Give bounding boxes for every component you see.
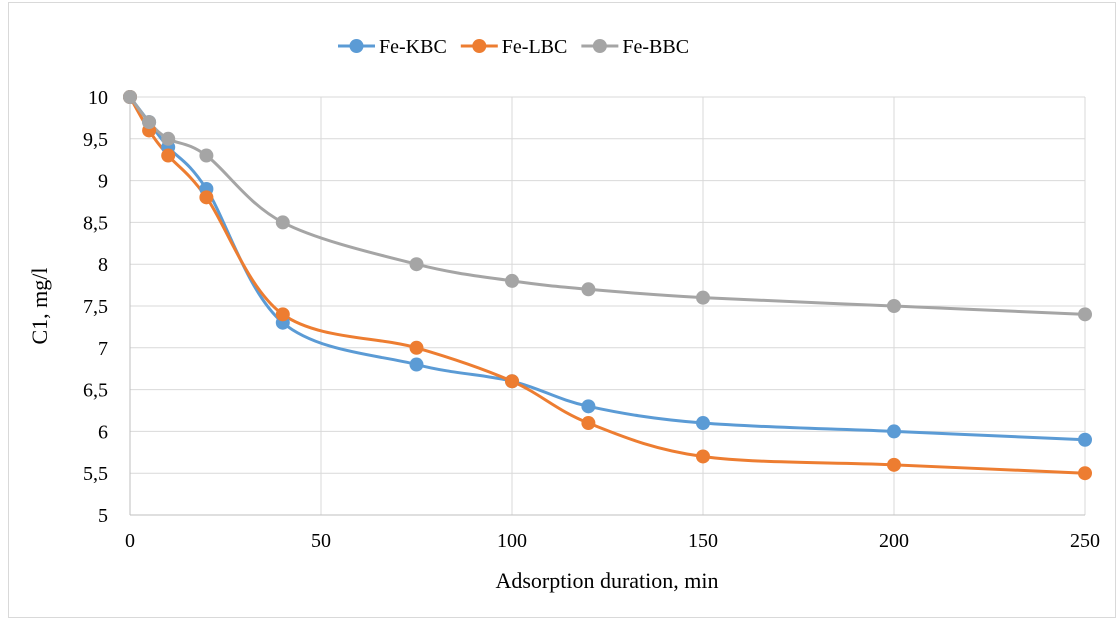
axes	[129, 97, 1085, 516]
y-tick-label: 7,5	[83, 296, 108, 318]
series-line-fe-lbc	[128, 96, 1086, 475]
y-tick-label: 9	[98, 171, 108, 193]
series-lines	[128, 96, 1086, 475]
data-point-fe-bbc	[581, 282, 596, 297]
data-point-fe-kbc	[409, 357, 424, 372]
x-tick-label: 250	[1070, 530, 1100, 552]
y-tick-label: 6,5	[83, 380, 108, 402]
data-point-fe-bbc	[696, 290, 710, 305]
data-point-fe-bbc	[275, 215, 290, 230]
data-point-fe-lbc	[887, 457, 901, 472]
data-point-fe-kbc	[581, 399, 596, 414]
data-point-fe-bbc	[199, 148, 214, 163]
data-point-fe-kbc	[1078, 432, 1092, 447]
data-point-fe-kbc	[696, 416, 710, 431]
x-tick-label: 200	[879, 530, 909, 552]
data-point-fe-bbc	[142, 115, 157, 130]
legend-item-fe-bbc: Fe-BBC	[581, 36, 689, 58]
data-point-fe-lbc	[275, 307, 290, 322]
y-tick-label: 7	[98, 338, 108, 360]
data-point-fe-lbc	[199, 190, 214, 205]
legend-item-fe-lbc: Fe-LBC	[460, 36, 568, 58]
y-axis-title: C1, mg/l	[27, 267, 52, 344]
series-markers	[123, 90, 1092, 481]
data-point-fe-bbc	[1078, 307, 1092, 322]
x-tick-label: 50	[311, 530, 331, 552]
y-tick-label: 5	[98, 505, 108, 527]
y-tick-label: 9,5	[83, 129, 108, 151]
y-tick-label: 8	[98, 254, 108, 276]
data-point-fe-lbc	[581, 416, 596, 431]
data-point-fe-lbc	[505, 374, 519, 389]
y-tick-labels: 5 5,5 6 6,5 7 7,5 8 8,5 9 9,5 10	[83, 87, 108, 527]
data-point-fe-bbc	[409, 257, 424, 272]
legend-marker-swatch	[472, 39, 487, 53]
x-tick-label: 100	[497, 530, 527, 552]
grid-lines	[130, 96, 1086, 515]
series-line-fe-bbc	[128, 96, 1086, 316]
data-point-fe-kbc	[887, 424, 901, 439]
legend-marker-swatch	[349, 39, 364, 53]
legend-label: Fe-LBC	[502, 36, 568, 58]
data-point-fe-lbc	[696, 449, 710, 464]
data-point-fe-lbc	[1078, 466, 1092, 481]
legend: Fe-KBC Fe-LBC Fe-BBC	[338, 36, 689, 58]
legend-label: Fe-KBC	[379, 36, 447, 58]
x-tick-labels: 0 50 100 150 200 250	[125, 530, 1100, 552]
x-tick-label: 0	[125, 530, 135, 552]
data-point-fe-lbc	[409, 340, 424, 355]
chart-frame	[8, 2, 1116, 618]
data-point-fe-lbc	[161, 148, 176, 163]
data-point-fe-bbc	[887, 299, 901, 313]
legend-item-fe-kbc: Fe-KBC	[338, 36, 447, 58]
y-tick-label: 8,5	[83, 212, 108, 234]
y-tick-label: 6	[98, 421, 108, 443]
data-point-fe-bbc	[123, 90, 137, 104]
x-tick-label: 150	[688, 530, 718, 552]
y-tick-label: 5,5	[83, 463, 108, 485]
legend-label: Fe-BBC	[622, 36, 689, 58]
x-axis-title: Adsorption duration, min	[495, 568, 718, 593]
y-tick-label: 10	[88, 87, 108, 109]
series-line-fe-kbc	[128, 96, 1086, 442]
data-point-fe-bbc	[505, 273, 519, 288]
data-point-fe-bbc	[161, 131, 176, 146]
legend-marker-swatch	[592, 39, 607, 53]
